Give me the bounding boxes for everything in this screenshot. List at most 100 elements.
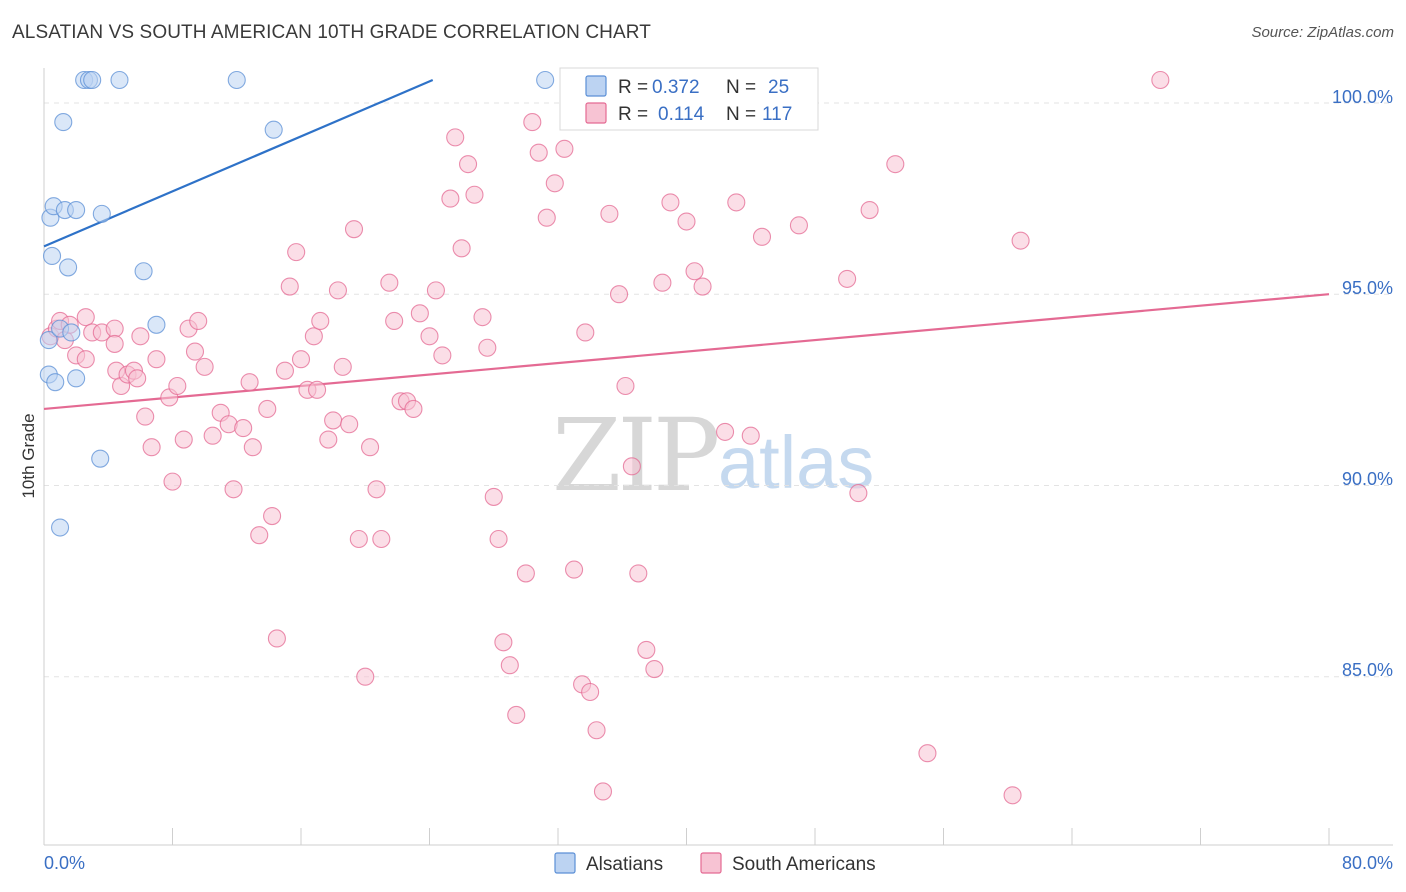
south-americans-point bbox=[234, 419, 253, 438]
south-americans-point bbox=[203, 426, 222, 445]
south-americans-point bbox=[452, 239, 471, 258]
alsatians-point bbox=[62, 323, 81, 342]
south-americans-point bbox=[76, 350, 95, 369]
alsatians-point bbox=[59, 258, 78, 277]
south-americans-point bbox=[752, 227, 772, 246]
south-americans-point bbox=[685, 262, 704, 281]
south-americans-point bbox=[473, 308, 492, 327]
south-americans-point bbox=[789, 216, 808, 235]
south-americans-point bbox=[185, 342, 205, 361]
legend-r-value-1: 0.372 bbox=[652, 77, 700, 98]
alsatians-point bbox=[54, 113, 73, 132]
south-americans-point bbox=[489, 529, 508, 549]
south-americans-point bbox=[465, 185, 484, 204]
legend-r-value-2: 0.114 bbox=[658, 104, 705, 125]
chart-title: ALSATIAN VS SOUTH AMERICAN 10TH GRADE CO… bbox=[12, 22, 651, 43]
south-americans-point bbox=[537, 208, 556, 227]
south-americans-point bbox=[410, 304, 429, 323]
south-americans-point bbox=[243, 438, 262, 457]
south-americans-point bbox=[258, 399, 277, 419]
alsatians-point bbox=[39, 331, 58, 350]
south-americans-point bbox=[587, 721, 606, 740]
legend-n-label-2: N = bbox=[726, 104, 756, 125]
alsatians-point bbox=[91, 449, 110, 468]
data-points bbox=[39, 70, 1170, 805]
south-americans-point bbox=[275, 361, 294, 380]
south-americans-point bbox=[250, 526, 269, 545]
stats-legend: R = 0.372 N = 25 R = 0.114 N = 117 bbox=[559, 67, 819, 131]
y-axis-title: 10th Grade bbox=[19, 413, 38, 498]
south-americans-point bbox=[1151, 70, 1170, 90]
alsatians-legend-label: Alsatians bbox=[586, 854, 663, 875]
alsatians-point bbox=[110, 70, 129, 90]
south-americans-point bbox=[385, 311, 404, 331]
alsatians-point bbox=[147, 315, 166, 334]
alsatians-point bbox=[264, 120, 283, 139]
south-americans-point bbox=[507, 705, 526, 725]
south-americans-point bbox=[147, 350, 166, 369]
south-americans-point bbox=[291, 350, 311, 369]
y-tick-label-90: 90.0% bbox=[1342, 469, 1393, 489]
south-americans-swatch bbox=[585, 102, 607, 124]
south-americans-point bbox=[367, 480, 386, 499]
south-americans-point bbox=[240, 373, 259, 392]
south-americans-point bbox=[653, 273, 672, 292]
south-americans-point bbox=[860, 201, 879, 220]
alsatians-point bbox=[83, 70, 102, 90]
south-americans-point bbox=[224, 480, 243, 499]
south-americans-point bbox=[609, 285, 629, 304]
south-americans-point bbox=[128, 369, 147, 388]
south-americans-point bbox=[565, 560, 584, 579]
south-americans-point bbox=[677, 212, 696, 231]
south-americans-point bbox=[576, 323, 595, 342]
south-americans-point bbox=[555, 139, 574, 158]
alsatians-swatch bbox=[585, 75, 607, 97]
series-legend: Alsatians South Americans bbox=[554, 852, 876, 875]
x-tick-label-max: 80.0% bbox=[1342, 853, 1393, 873]
south-americans-point bbox=[333, 357, 352, 376]
south-americans-point bbox=[267, 629, 286, 648]
south-americans-trend-line bbox=[43, 293, 1330, 411]
south-americans-point bbox=[168, 376, 187, 396]
south-americans-point bbox=[361, 438, 380, 457]
south-americans-point bbox=[529, 143, 548, 162]
south-americans-point bbox=[340, 415, 359, 434]
south-americans-point bbox=[105, 319, 124, 338]
south-americans-point bbox=[426, 281, 445, 300]
alsatians-point bbox=[42, 246, 62, 265]
south-americans-point bbox=[622, 457, 641, 476]
y-tick-label-85: 85.0% bbox=[1342, 660, 1393, 680]
south-americans-point bbox=[174, 430, 193, 449]
south-americans-point bbox=[645, 659, 664, 679]
south-americans-point bbox=[142, 438, 161, 457]
south-americans-point bbox=[484, 487, 503, 506]
south-americans-point bbox=[661, 193, 680, 212]
alsatians-point bbox=[67, 369, 86, 388]
alsatians-point bbox=[67, 201, 86, 220]
alsatians-point bbox=[92, 204, 111, 223]
south-americans-point bbox=[727, 193, 746, 212]
south-americans-point bbox=[420, 327, 439, 346]
south-americans-point bbox=[500, 656, 519, 675]
south-americans-legend-label: South Americans bbox=[732, 854, 876, 875]
south-americans-point bbox=[324, 411, 343, 430]
south-americans-point bbox=[404, 399, 423, 419]
alsatians-point bbox=[46, 373, 65, 392]
south-americans-point bbox=[637, 640, 656, 659]
south-americans-legend-swatch bbox=[700, 852, 722, 874]
south-americans-point bbox=[163, 472, 182, 491]
south-americans-point bbox=[344, 220, 364, 239]
south-americans-point bbox=[545, 174, 564, 193]
x-tick-label-min: 0.0% bbox=[44, 853, 85, 873]
watermark-zip: ZIP bbox=[552, 397, 717, 514]
south-americans-point bbox=[600, 204, 619, 223]
south-americans-point bbox=[287, 243, 306, 262]
south-americans-point bbox=[328, 281, 347, 300]
south-americans-point bbox=[76, 308, 95, 327]
south-americans-point bbox=[629, 564, 648, 583]
south-americans-point bbox=[741, 426, 760, 445]
south-americans-point bbox=[349, 529, 368, 549]
south-americans-point bbox=[849, 484, 868, 503]
source-label: Source: ZipAtlas.com bbox=[1251, 24, 1394, 41]
